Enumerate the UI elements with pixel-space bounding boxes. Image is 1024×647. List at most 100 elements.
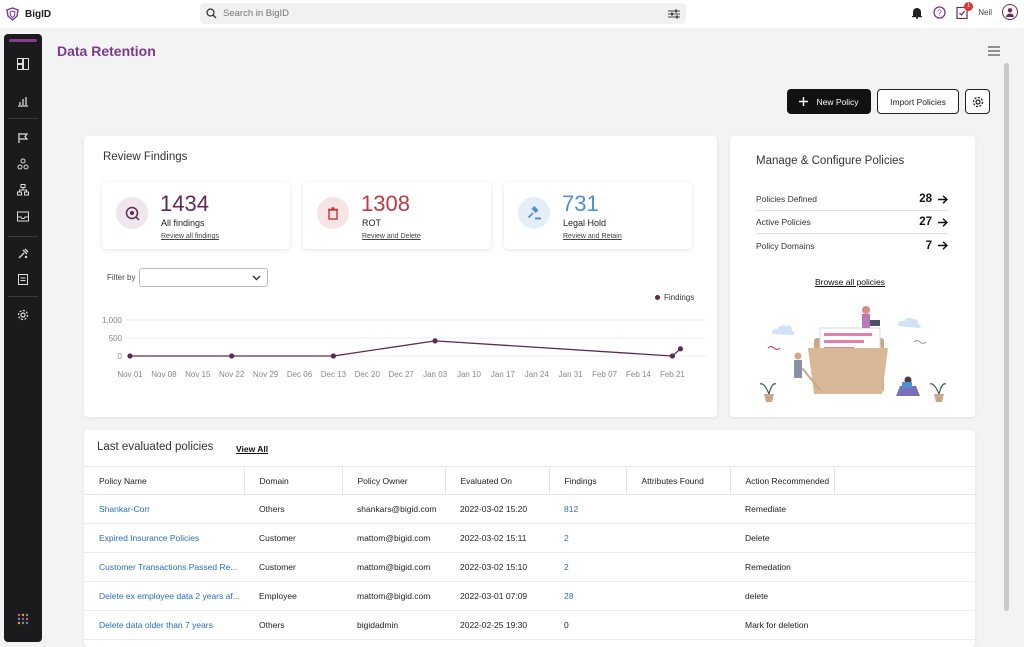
search-bar[interactable] (200, 3, 686, 24)
table-row[interactable]: Delete ex employee data 2 years af... Emp… (84, 581, 975, 611)
avatar[interactable] (1002, 4, 1018, 20)
policy-name-link[interactable]: Expired Insurance Policies (84, 523, 244, 553)
y-tick-label: 1,000 (102, 316, 123, 325)
active-policies-row[interactable]: Active Policies 27 (756, 211, 948, 234)
nav-divider (8, 236, 38, 237)
nav-data-sources[interactable] (14, 182, 32, 198)
filter-sliders-icon[interactable] (668, 9, 680, 19)
stat-card-legal-hold[interactable]: 731 Legal Hold Review and Retain (504, 182, 692, 249)
stat-value: 731 (562, 191, 599, 216)
findings-link[interactable]: 28 (549, 581, 626, 611)
nav-reports[interactable] (14, 93, 32, 109)
table-row[interactable]: Shankar-Corr Others shankars@bigid.com 2022… (84, 494, 975, 524)
table-row[interactable]: Delete data older than 7 years Others bigi… (84, 610, 975, 640)
policy-owner-cell: mattom@bigid.com (342, 552, 445, 582)
arrow-right-icon (938, 241, 948, 250)
top-right-controls: ? 1 Neil (911, 1, 1018, 20)
stat-label: Legal Hold (563, 218, 607, 228)
review-all-findings-link[interactable]: Review all findings (161, 233, 219, 240)
column-header[interactable]: Action Recommended (730, 466, 835, 495)
findings-data-point (669, 353, 676, 359)
column-header[interactable]: Policy Name (84, 466, 245, 495)
nav-catalog[interactable] (14, 156, 32, 172)
hamburger-menu-icon[interactable] (988, 46, 1000, 56)
top-bar: BigID ? 1 Neil (0, 0, 1024, 28)
action-recommended-cell: Delete (730, 523, 834, 553)
stat-icon-circle (317, 197, 349, 229)
evaluated-on-cell: 2022-02-25 19:30 (445, 610, 549, 640)
search-icon (206, 8, 217, 19)
row-count: 27 (919, 216, 932, 228)
policy-folder-illustration (759, 306, 947, 402)
column-header[interactable]: Evaluated On (445, 466, 550, 495)
column-header (834, 466, 975, 495)
nav-policies[interactable] (14, 130, 32, 146)
view-all-link[interactable]: View All (236, 444, 269, 454)
policies-defined-row[interactable]: Policies Defined 28 (756, 188, 948, 211)
x-tick-label: Dec 06 (287, 370, 313, 379)
legend-swatch (655, 295, 660, 300)
column-header[interactable]: Policy Owner (342, 466, 446, 495)
nav-apps[interactable] (14, 611, 32, 627)
attributes-found-cell (626, 523, 730, 553)
nav-retention[interactable] (14, 271, 32, 287)
arrow-right-icon (938, 194, 948, 204)
search-input[interactable] (223, 8, 662, 19)
chevron-down-icon (252, 275, 261, 280)
policy-owner-cell: bigidadmin (342, 610, 445, 640)
notification-badge: 1 (964, 1, 974, 11)
row-value: 7 (926, 240, 948, 252)
new-policy-button[interactable]: New Policy (787, 89, 871, 114)
help-icon[interactable]: ? (933, 5, 946, 19)
x-tick-label: Nov 29 (253, 370, 279, 379)
row-value: 27 (919, 216, 948, 228)
nav-inventory[interactable] (14, 208, 32, 224)
nav-dashboard[interactable] (14, 56, 32, 72)
stat-card-all-findings[interactable]: 1434 All findings Review all findings (102, 182, 290, 249)
table-row[interactable]: Expired Insurance Policies Customer mattom… (84, 523, 975, 553)
import-policies-button[interactable]: Import Policies (877, 89, 959, 114)
evaluated-on-cell: 2022-03-02 15:20 (445, 494, 549, 524)
settings-button[interactable] (965, 89, 990, 114)
page-scrollbar[interactable] (1004, 63, 1009, 611)
column-header[interactable]: Attributes Found (626, 466, 731, 495)
tasks-button[interactable]: 1 (956, 1, 974, 19)
table-row[interactable]: Customer Transactions Passed Re... Custom… (84, 552, 975, 582)
policy-owner-cell: mattom@bigid.com (342, 581, 445, 611)
bell-icon[interactable] (911, 6, 923, 19)
attributes-found-cell (626, 581, 730, 611)
findings-link[interactable]: 2 (549, 523, 626, 553)
x-tick-label: Dec 13 (321, 370, 347, 379)
nav-settings[interactable] (14, 307, 32, 323)
nav-remediation[interactable] (14, 246, 32, 262)
table-header-row: Policy Name Domain Policy Owner Evaluate… (84, 466, 975, 495)
x-tick-label: Feb 07 (592, 370, 617, 379)
policy-domains-row[interactable]: Policy Domains 7 (756, 234, 948, 257)
findings-link[interactable]: 812 (549, 494, 626, 524)
empty-cell (834, 523, 975, 553)
policy-name-link[interactable]: Delete data older than 7 years (84, 610, 244, 640)
review-and-delete-link[interactable]: Review and Delete (362, 233, 421, 240)
empty-cell (834, 610, 975, 640)
x-tick-label: Dec 27 (389, 370, 415, 379)
flag-icon (18, 133, 29, 143)
column-header[interactable]: Domain (244, 466, 343, 495)
policy-name-link[interactable]: Customer Transactions Passed Re... (84, 552, 244, 582)
row-label: Policy Domains (756, 240, 815, 251)
review-and-retain-link[interactable]: Review and Retain (563, 233, 622, 240)
policy-name-link[interactable]: Delete ex employee data 2 years af... (84, 581, 244, 611)
empty-cell (834, 494, 975, 524)
filter-select[interactable] (139, 268, 268, 287)
browse-all-policies-link[interactable]: Browse all policies (815, 277, 885, 287)
attributes-found-cell (626, 494, 730, 524)
findings-link[interactable]: 2 (549, 552, 626, 582)
stat-card-rot[interactable]: 1308 ROT Review and Delete (303, 182, 491, 249)
column-header[interactable]: Findings (549, 466, 627, 495)
findings-data-point (677, 346, 684, 352)
brand[interactable]: BigID (0, 7, 200, 21)
row-value: 28 (919, 193, 948, 205)
policy-name-link[interactable]: Shankar-Corr (84, 494, 244, 524)
user-name[interactable]: Neil (978, 7, 992, 17)
clipboard-check-icon (956, 6, 968, 19)
legend-label: Findings (664, 293, 695, 302)
